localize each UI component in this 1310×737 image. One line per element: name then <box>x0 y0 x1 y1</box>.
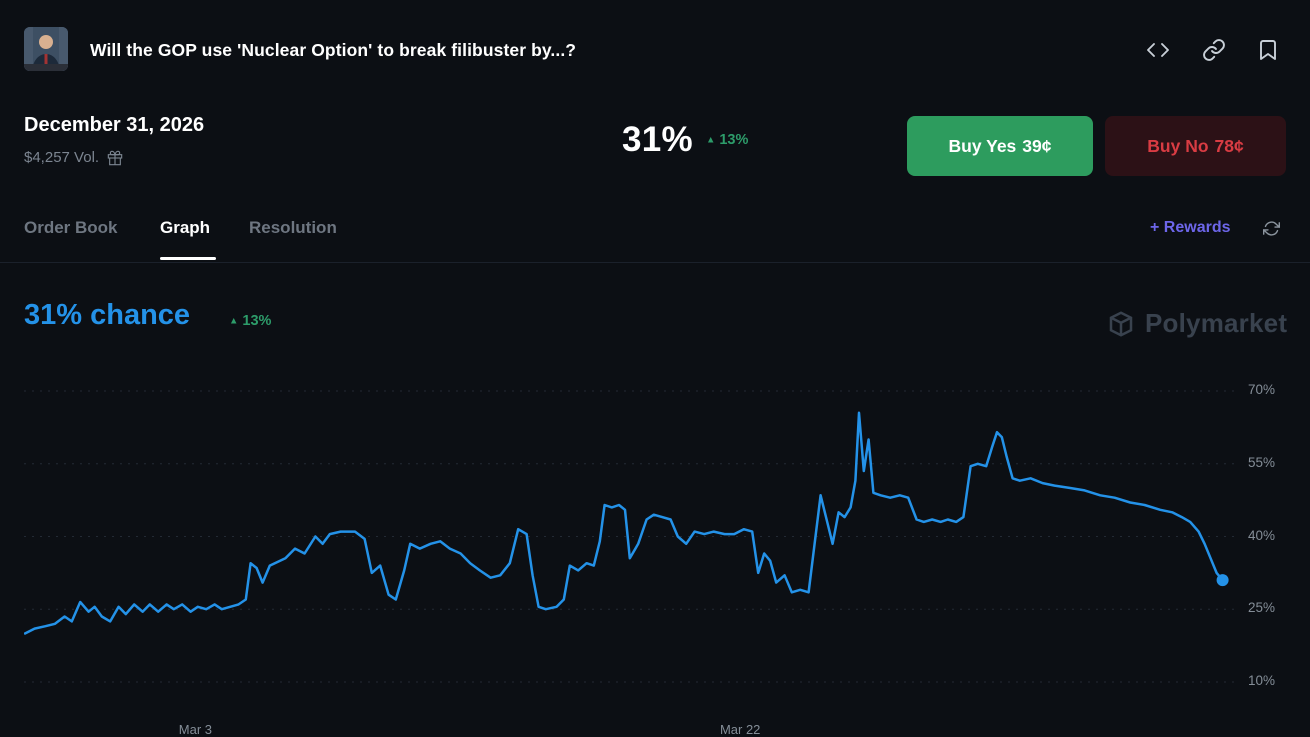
polymarket-logo-icon <box>1109 310 1133 337</box>
buy-yes-button[interactable]: Buy Yes 39¢ <box>907 116 1093 176</box>
header-chance-block: 31% ▲ 13% <box>622 120 748 160</box>
chart-change-value: 13% <box>242 313 272 329</box>
buy-no-button[interactable]: Buy No 78¢ <box>1105 116 1286 176</box>
active-tab-underline <box>160 257 216 260</box>
market-volume: $4,257 Vol. <box>24 149 100 166</box>
market-volume-row: $4,257 Vol. <box>24 149 123 166</box>
avatar-image <box>24 27 68 71</box>
tab-order-book[interactable]: Order Book <box>24 218 118 237</box>
tab-resolution[interactable]: Resolution <box>249 218 337 237</box>
up-arrow-icon: ▲ <box>229 315 239 326</box>
chart-change-badge: ▲ 13% <box>229 313 271 329</box>
gift-icon[interactable] <box>107 150 123 166</box>
buy-no-price: 78¢ <box>1214 135 1244 156</box>
up-arrow-icon: ▲ <box>705 134 716 145</box>
price-change-badge: ▲ 13% <box>706 132 748 148</box>
x-axis-label: Mar 3 <box>178 722 213 737</box>
polymarket-watermark: Polymarket <box>1106 308 1287 339</box>
chart-chance-title: 31% chance <box>24 299 191 331</box>
x-axis-label: Mar 22 <box>719 722 761 737</box>
copy-link-icon[interactable] <box>1202 38 1226 62</box>
tabs-divider <box>0 262 1310 263</box>
y-axis-label: 55% <box>1248 454 1276 470</box>
rewards-link[interactable]: + Rewards <box>1150 219 1231 236</box>
current-price-dot <box>1216 574 1229 587</box>
current-chance: 31% <box>622 120 693 159</box>
price-line <box>24 411 1224 635</box>
y-axis-label: 40% <box>1248 527 1276 543</box>
price-change-value: 13% <box>719 132 749 148</box>
market-avatar <box>24 27 68 71</box>
y-axis-label: 25% <box>1248 600 1276 616</box>
market-end-date: December 31, 2026 <box>24 114 205 136</box>
bookmark-icon[interactable] <box>1256 38 1280 62</box>
price-chart <box>24 390 1240 683</box>
buy-no-label: Buy No <box>1147 135 1209 156</box>
tab-graph[interactable]: Graph <box>160 218 211 237</box>
y-axis-label: 10% <box>1248 673 1276 688</box>
embed-icon[interactable] <box>1146 38 1170 62</box>
market-title: Will the GOP use 'Nuclear Option' to bre… <box>90 40 577 60</box>
buy-yes-label: Buy Yes <box>948 135 1017 156</box>
watermark-text: Polymarket <box>1145 308 1288 338</box>
y-axis-label: 70% <box>1248 382 1276 397</box>
buy-yes-price: 39¢ <box>1022 135 1052 156</box>
refresh-icon[interactable] <box>1263 220 1280 237</box>
